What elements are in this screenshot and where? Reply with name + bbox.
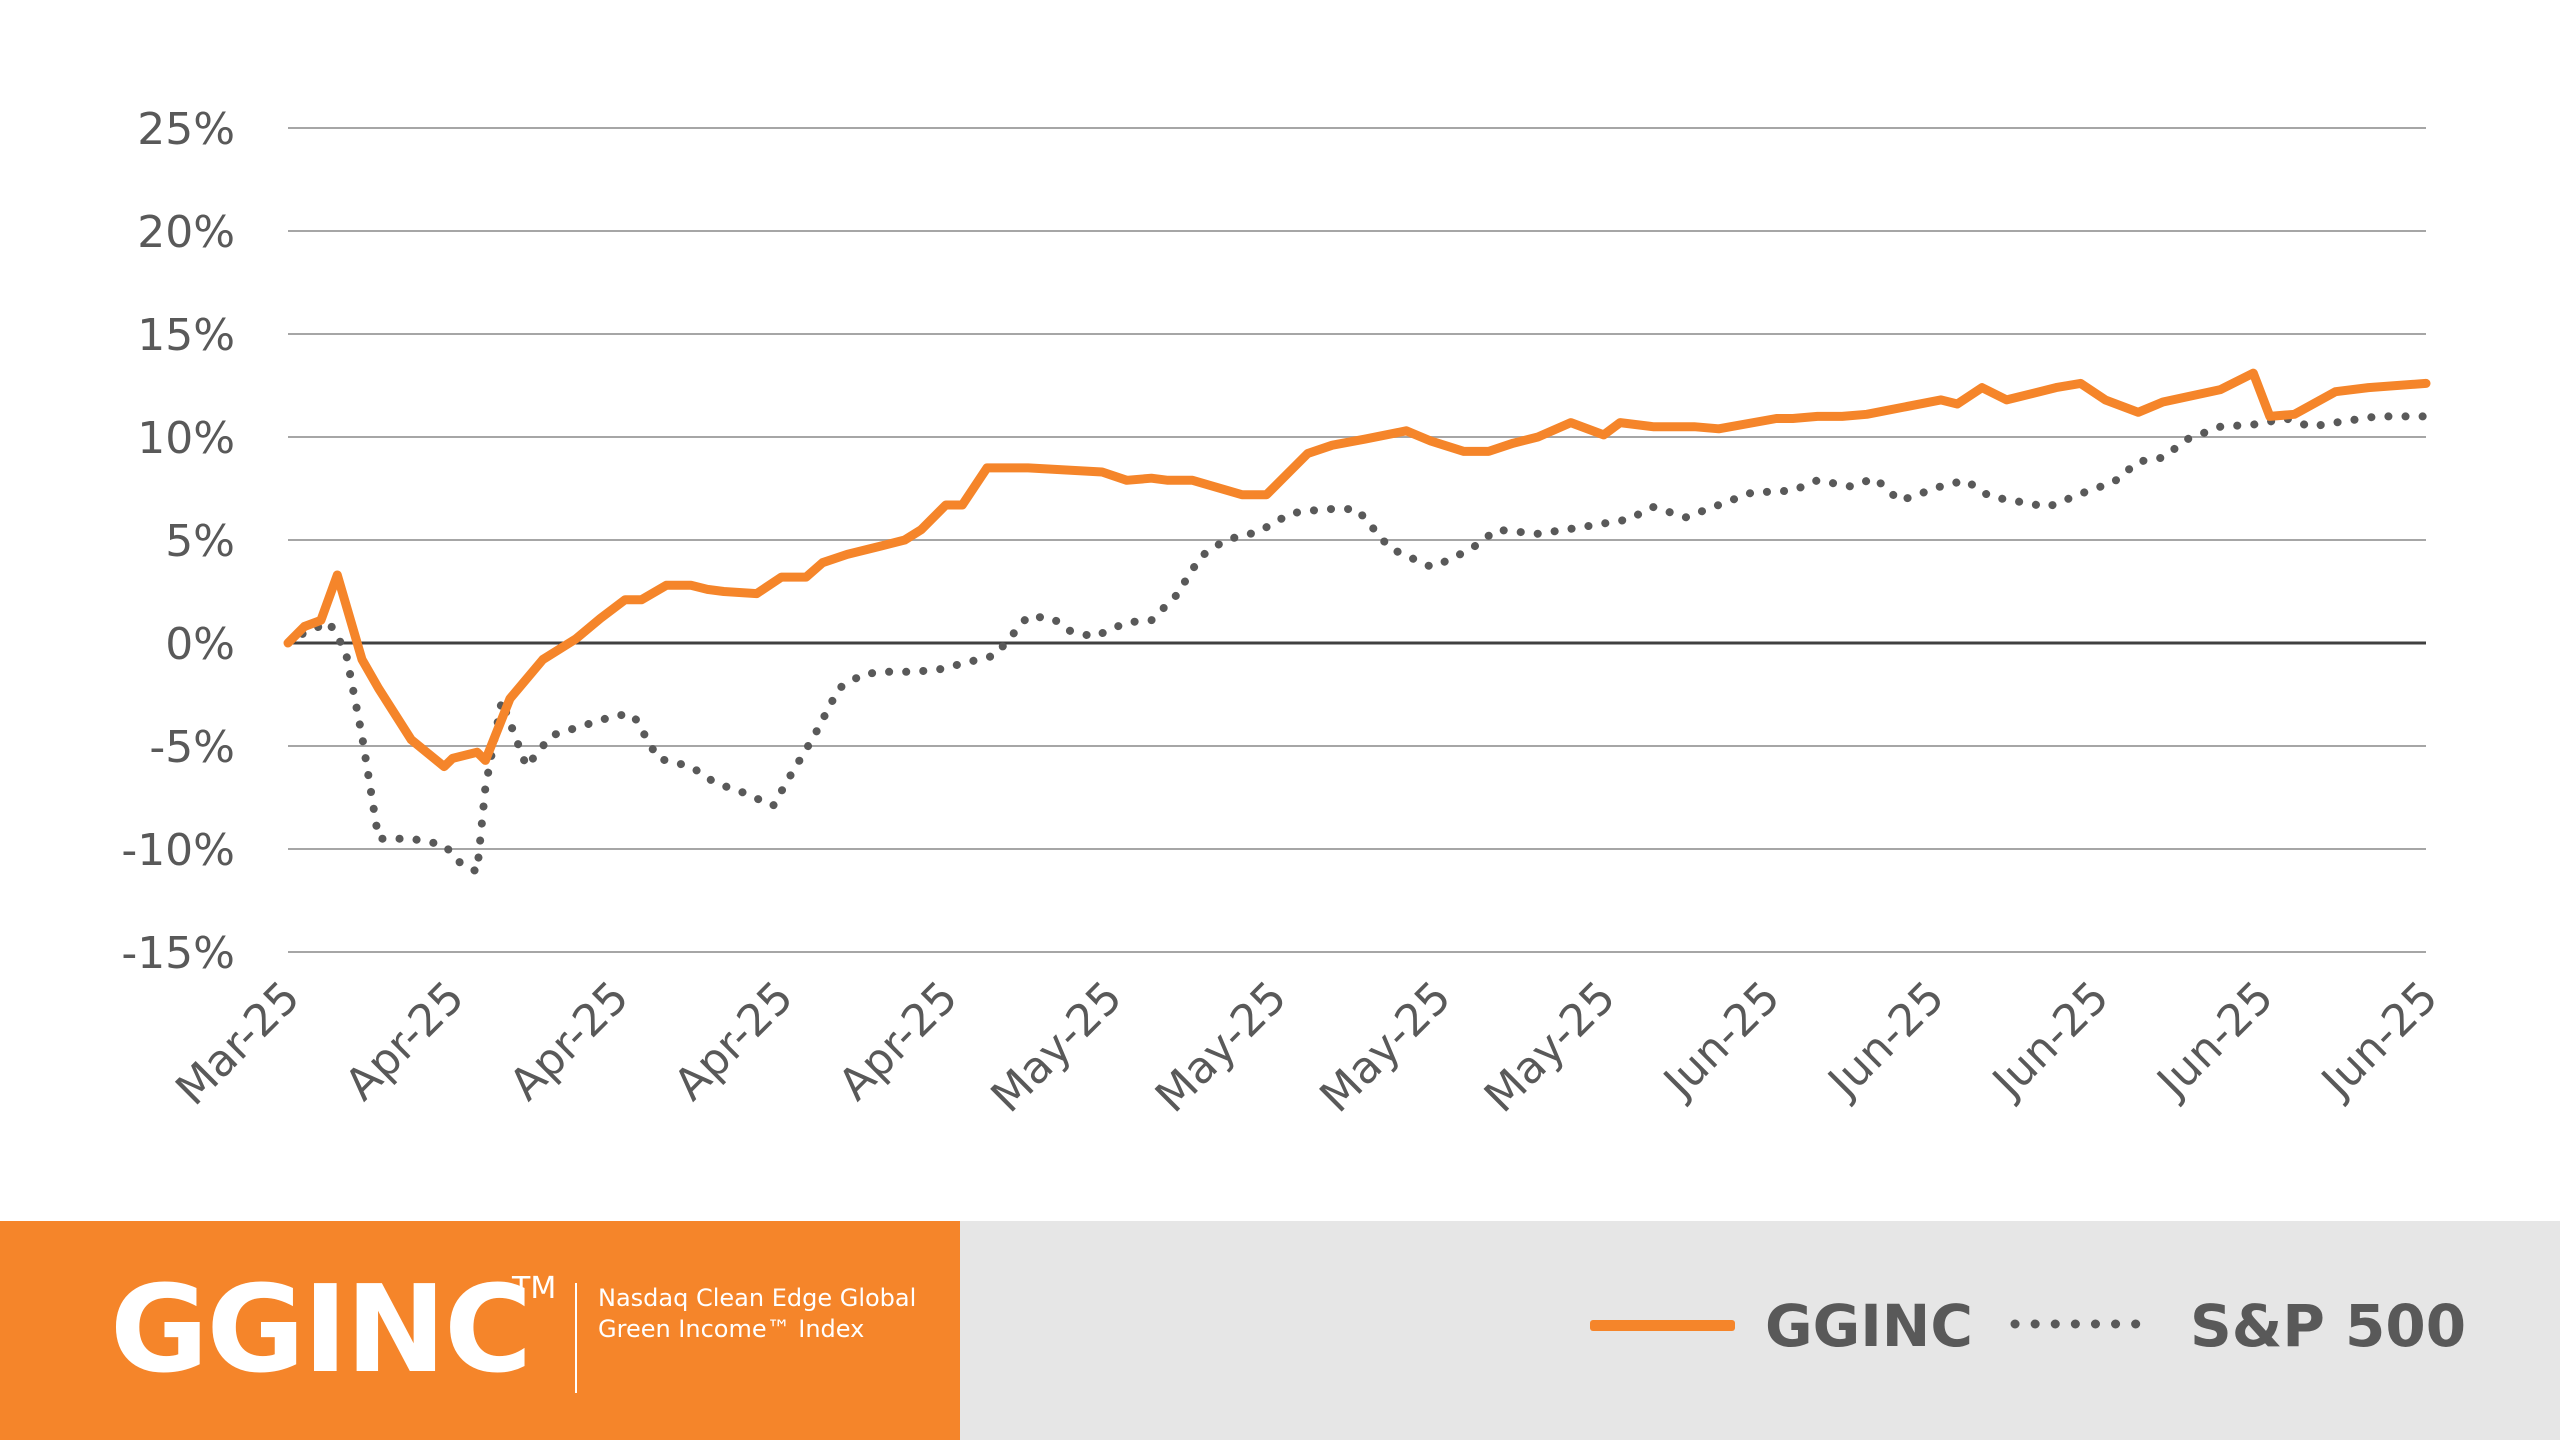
x-tick-label: Apr-25 (664, 972, 803, 1111)
x-tick-label: Apr-25 (336, 972, 475, 1111)
y-tick-label: 5% (165, 516, 235, 567)
legend-swatch-sp500 (2010, 1319, 2155, 1329)
x-tick-label: May-25 (1146, 972, 1297, 1123)
x-tick-label: Jun-25 (2146, 972, 2284, 1110)
x-tick-label: Jun-25 (1652, 972, 1790, 1110)
x-tick-label: Apr-25 (829, 972, 968, 1111)
series-lines (283, 368, 2431, 876)
x-tick-label: May-25 (1310, 972, 1461, 1123)
brand-block: GGINC TM Nasdaq Clean Edge Global Green … (0, 1221, 960, 1440)
series-line-sp500 (284, 412, 2430, 876)
legend-label-gginc: GGINC (1765, 1292, 1973, 1360)
x-axis-ticks: Mar-25 Apr-25 Apr-25 Apr-25 Apr-25 May-25 May-… (166, 972, 2448, 1123)
brand-description: Nasdaq Clean Edge Global Green Income™ I… (598, 1284, 917, 1343)
y-tick-label: 0% (165, 619, 235, 670)
y-tick-label: -10% (121, 825, 235, 876)
x-tick-label: May-25 (1475, 972, 1626, 1123)
y-tick-label: 10% (137, 413, 235, 464)
brand-name: GGINC (110, 1261, 532, 1400)
brand-divider (575, 1283, 577, 1393)
x-tick-label: May-25 (981, 972, 1132, 1123)
x-tick-label: Mar-25 (166, 972, 310, 1116)
legend-swatch-gginc (1590, 1320, 1735, 1331)
brand-trademark: TM (512, 1271, 557, 1306)
line-chart: 25%20%15%10%5%0%-5%-10%-15% Mar-25 Apr-25… (121, 104, 2448, 1123)
y-tick-label: -5% (149, 722, 235, 773)
series-line-gginc (283, 368, 2431, 772)
x-tick-label: Jun-25 (1817, 972, 1955, 1110)
legend-label-sp500: S&P 500 (2190, 1292, 2467, 1360)
gridlines (288, 127, 2426, 953)
y-tick-label: -15% (121, 928, 235, 979)
y-axis-ticks: 25% 20% 15% 10% 5% 0% -5% -10% -15% (121, 104, 235, 979)
footer-bar: GGINC TM Nasdaq Clean Edge Global Green … (0, 1221, 2560, 1440)
x-tick-label: Apr-25 (500, 972, 639, 1111)
chart-legend: GGINC S&P 500 (960, 1221, 2560, 1440)
x-tick-label: Jun-25 (1981, 972, 2119, 1110)
y-tick-label: 20% (137, 207, 235, 258)
y-tick-label: 25% (137, 104, 235, 155)
x-tick-label: Jun-25 (2310, 972, 2448, 1110)
y-tick-label: 15% (137, 310, 235, 361)
